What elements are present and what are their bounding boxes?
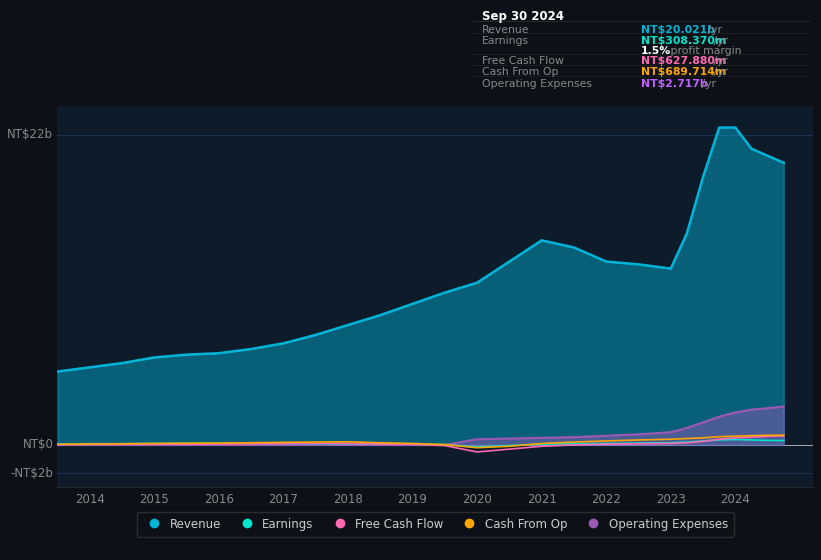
Legend: Revenue, Earnings, Free Cash Flow, Cash From Op, Operating Expenses: Revenue, Earnings, Free Cash Flow, Cash … [136,512,734,536]
Text: Earnings: Earnings [482,36,530,46]
Text: NT$20.021b: NT$20.021b [641,25,715,35]
Text: NT$22b: NT$22b [7,128,53,141]
Text: profit margin: profit margin [667,45,741,55]
Text: 1.5%: 1.5% [641,45,672,55]
Text: /yr: /yr [698,78,716,88]
Text: /yr: /yr [710,56,728,66]
Text: NT$308.370m: NT$308.370m [641,36,727,46]
Text: NT$0: NT$0 [22,438,53,451]
Text: Sep 30 2024: Sep 30 2024 [482,10,564,23]
Text: NT$2.717b: NT$2.717b [641,78,708,88]
Text: /yr: /yr [710,36,728,46]
Text: Free Cash Flow: Free Cash Flow [482,56,564,66]
Text: Cash From Op: Cash From Op [482,67,559,77]
Text: NT$627.880m: NT$627.880m [641,56,727,66]
Text: NT$689.714m: NT$689.714m [641,67,727,77]
Text: /yr: /yr [704,25,722,35]
Text: /yr: /yr [710,67,728,77]
Text: Revenue: Revenue [482,25,530,35]
Text: Operating Expenses: Operating Expenses [482,78,592,88]
Text: -NT$2b: -NT$2b [11,466,53,479]
